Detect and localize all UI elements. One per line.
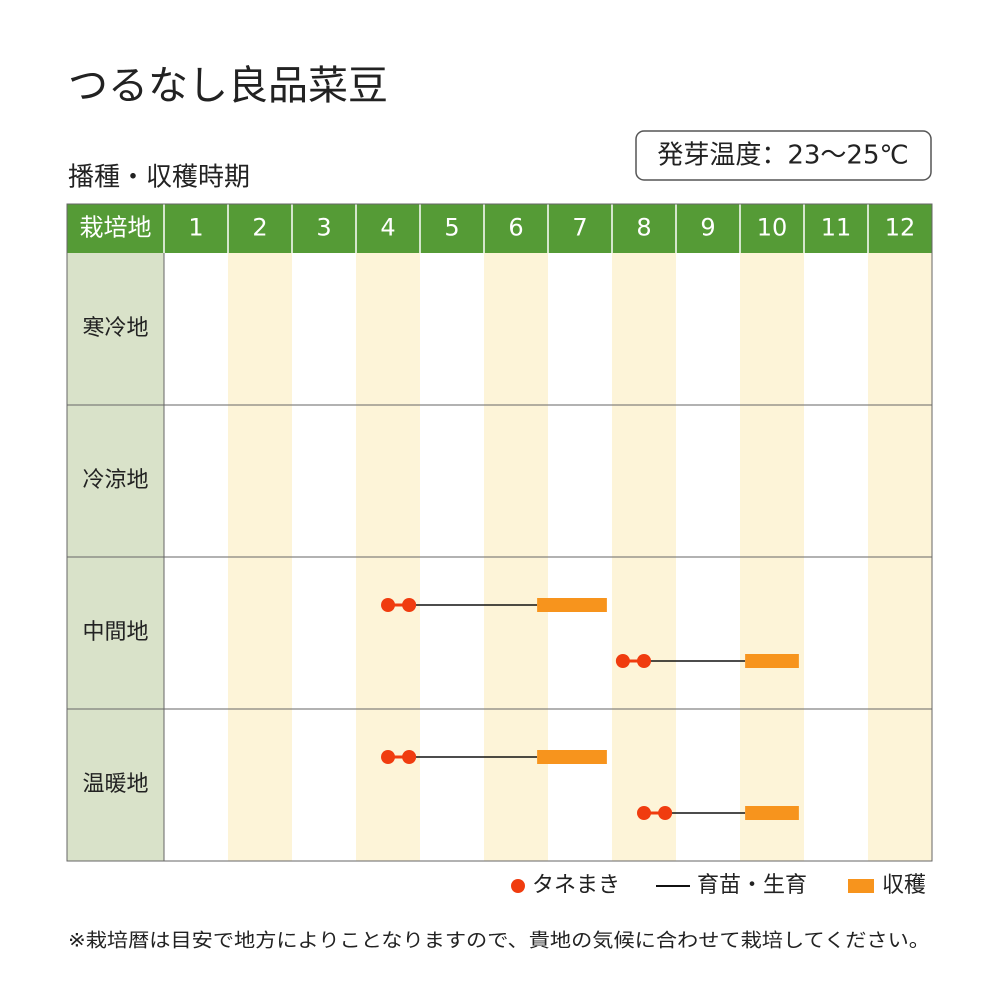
sow-dot: [658, 806, 673, 820]
harvest-bar: [537, 598, 607, 612]
footnote: ※栽培暦は目安で地方によりことなりますので、貴地の気候に合わせて栽培してください…: [68, 930, 930, 952]
badge-box: [635, 130, 932, 181]
table-border: [66, 203, 933, 862]
month-label: 1: [188, 214, 203, 242]
row-label: 温暖地: [82, 772, 148, 797]
month-label: 7: [572, 214, 587, 242]
month-label: 10: [757, 214, 788, 242]
month-label: 8: [636, 214, 651, 242]
month-label: 12: [885, 214, 916, 242]
title: つるなし良品菜豆: [68, 63, 388, 109]
legend-grow: 育苗・生育: [697, 873, 807, 898]
sow-dot: [381, 598, 395, 612]
subtitle: 播種・収穫時期: [68, 163, 250, 193]
sow-dot: [637, 654, 651, 668]
legend-harvest: 収穫: [882, 873, 926, 898]
harvest-bar: [745, 654, 799, 668]
month-label: 9: [700, 214, 715, 242]
month-label: 11: [821, 214, 852, 242]
sow-dot: [402, 598, 417, 612]
sow-dot: [637, 806, 651, 820]
harvest-bar: [745, 806, 799, 820]
header-corner: 栽培地: [80, 214, 152, 242]
month-label: 2: [252, 214, 267, 242]
legend-sow-icon: [511, 879, 525, 893]
sow-dot: [402, 750, 417, 764]
sow-dot: [615, 654, 630, 668]
row-label: 寒冷地: [82, 316, 148, 341]
month-label: 6: [508, 214, 523, 242]
legend-sow: タネまき: [532, 873, 620, 898]
month-label: 5: [444, 214, 459, 242]
row-label: 冷涼地: [82, 468, 148, 493]
badge: 発芽温度：23〜25℃: [657, 141, 908, 171]
month-label: 4: [380, 214, 395, 242]
sow-dot: [381, 750, 395, 764]
legend-harvest-icon: [848, 879, 874, 893]
row-label: 中間地: [82, 620, 148, 645]
month-label: 3: [316, 214, 331, 242]
harvest-bar: [537, 750, 607, 764]
header-bar: [67, 204, 932, 253]
